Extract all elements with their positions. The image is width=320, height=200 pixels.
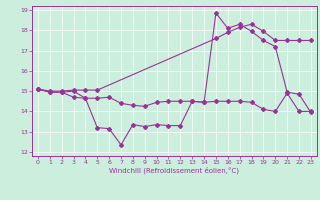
X-axis label: Windchill (Refroidissement éolien,°C): Windchill (Refroidissement éolien,°C) bbox=[109, 167, 239, 174]
